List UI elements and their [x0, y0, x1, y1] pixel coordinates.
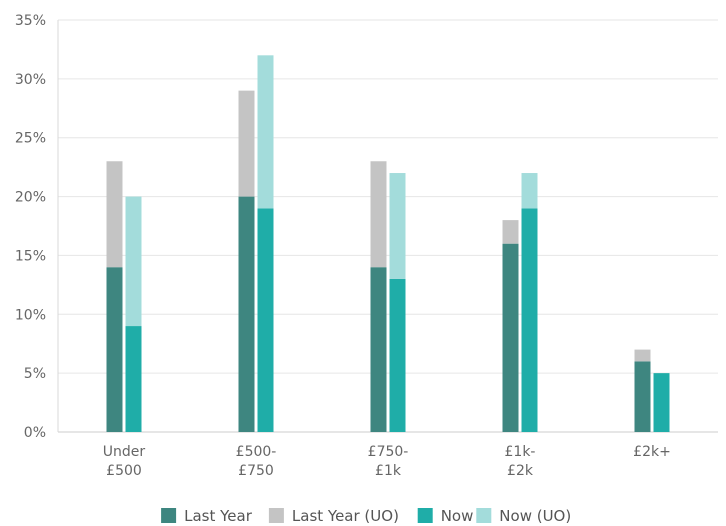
y-tick-label: 20%: [15, 190, 46, 206]
bar-now: [389, 278, 406, 432]
x-category-label: £1k: [375, 463, 402, 479]
x-category-label: £1k-: [505, 444, 536, 460]
legend-swatch: [476, 508, 492, 523]
gridlines: [57, 19, 718, 433]
legend-label: Now (UO): [499, 507, 571, 525]
legend-label: Last Year (UO): [292, 507, 399, 525]
y-tick-label: 15%: [15, 248, 46, 264]
legend-swatch: [161, 508, 177, 523]
y-tick-label: 5%: [24, 366, 46, 382]
bar-last-year-uo: [634, 349, 651, 362]
bar-now: [521, 208, 538, 432]
bar-now: [653, 373, 670, 432]
bar-now-uo: [257, 55, 274, 209]
legend-item: Now (UO): [476, 507, 571, 525]
legend-label: Now: [441, 507, 474, 525]
bar-now-uo: [125, 196, 142, 327]
y-tick-label: 0%: [24, 425, 46, 441]
x-axis-categories: Under £500 £500- £750 £750- £1k £1k- £2k £2k+: [103, 444, 671, 479]
bar-last-year-uo: [106, 161, 123, 268]
bar-last-year-uo: [238, 90, 255, 197]
bar-last-year-uo: [370, 161, 387, 268]
x-category-label: £750: [238, 463, 274, 479]
bar-last-year: [502, 243, 519, 432]
bar-now-uo: [389, 173, 406, 279]
x-category-label: £750-: [368, 444, 409, 460]
bar-last-year: [238, 196, 255, 432]
bar-last-year: [634, 361, 651, 432]
y-tick-label: 35%: [15, 13, 46, 29]
legend-swatch: [268, 508, 284, 523]
bar-now-uo: [521, 173, 538, 209]
y-tick-label: 30%: [15, 72, 46, 88]
x-category-label: £500-: [236, 444, 277, 460]
x-category-label: £500: [106, 463, 142, 479]
y-axis-ticks: 0% 5% 10% 15% 20% 25% 30% 35%: [15, 13, 46, 441]
bar-last-year-uo: [502, 220, 519, 244]
x-category-label: Under: [103, 444, 146, 460]
legend-label: Last Year: [184, 507, 253, 525]
x-category-label: £2k: [507, 463, 534, 479]
y-tick-label: 25%: [15, 131, 46, 147]
bar-last-year: [106, 267, 123, 432]
legend-item: Last Year (UO): [268, 507, 399, 525]
bar-now: [257, 208, 274, 432]
x-category-label: £2k+: [633, 444, 671, 460]
legend-item: Now: [417, 507, 474, 525]
legend-swatch: [417, 508, 433, 523]
bar-now: [125, 326, 142, 432]
legend: Last Year Last Year (UO) Now Now (UO): [161, 507, 571, 525]
bar-last-year: [370, 267, 387, 432]
y-tick-label: 10%: [15, 307, 46, 323]
legend-item: Last Year: [161, 507, 253, 525]
bars: [106, 55, 670, 432]
